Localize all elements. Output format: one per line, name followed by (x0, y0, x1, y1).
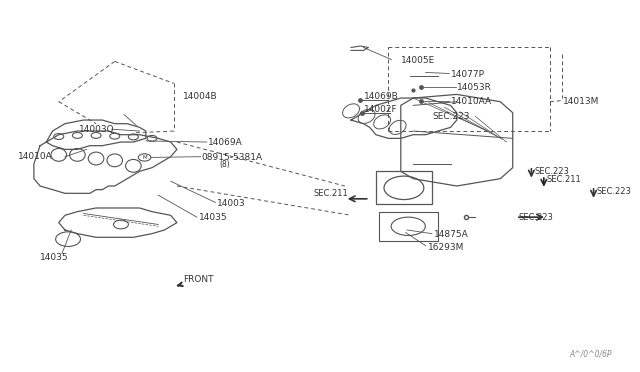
Text: 14035: 14035 (198, 214, 227, 222)
Text: A^/0^0/6P: A^/0^0/6P (570, 349, 612, 358)
Text: SEC.223: SEC.223 (519, 213, 554, 222)
Text: 14035: 14035 (40, 253, 68, 262)
Text: 14053R: 14053R (457, 83, 492, 92)
Text: 16293M: 16293M (428, 243, 464, 252)
Text: 14004B: 14004B (183, 92, 218, 101)
Text: 14002F: 14002F (364, 105, 397, 114)
Text: SEC.223: SEC.223 (596, 187, 632, 196)
Text: 14010A: 14010A (18, 152, 52, 161)
Text: 14010AA: 14010AA (451, 97, 492, 106)
Text: 14005E: 14005E (401, 56, 435, 65)
Text: 08915-5381A: 08915-5381A (202, 153, 263, 162)
Text: 14069B: 14069B (364, 93, 398, 102)
Text: 14003Q: 14003Q (79, 125, 115, 134)
Text: SEC.223: SEC.223 (432, 112, 469, 121)
Text: M: M (142, 155, 147, 160)
Bar (376, 171, 432, 204)
Text: (8): (8) (219, 160, 230, 169)
Text: SEC.223: SEC.223 (534, 167, 570, 176)
Text: 14013M: 14013M (563, 97, 599, 106)
Text: FRONT: FRONT (178, 275, 214, 286)
Text: 14003: 14003 (218, 199, 246, 208)
Text: SEC.211: SEC.211 (313, 189, 348, 198)
Text: 14077P: 14077P (451, 70, 484, 79)
Text: SEC.211: SEC.211 (547, 175, 582, 184)
Bar (379, 212, 438, 241)
Text: 14069A: 14069A (208, 138, 243, 147)
Text: 14875A: 14875A (434, 230, 468, 239)
